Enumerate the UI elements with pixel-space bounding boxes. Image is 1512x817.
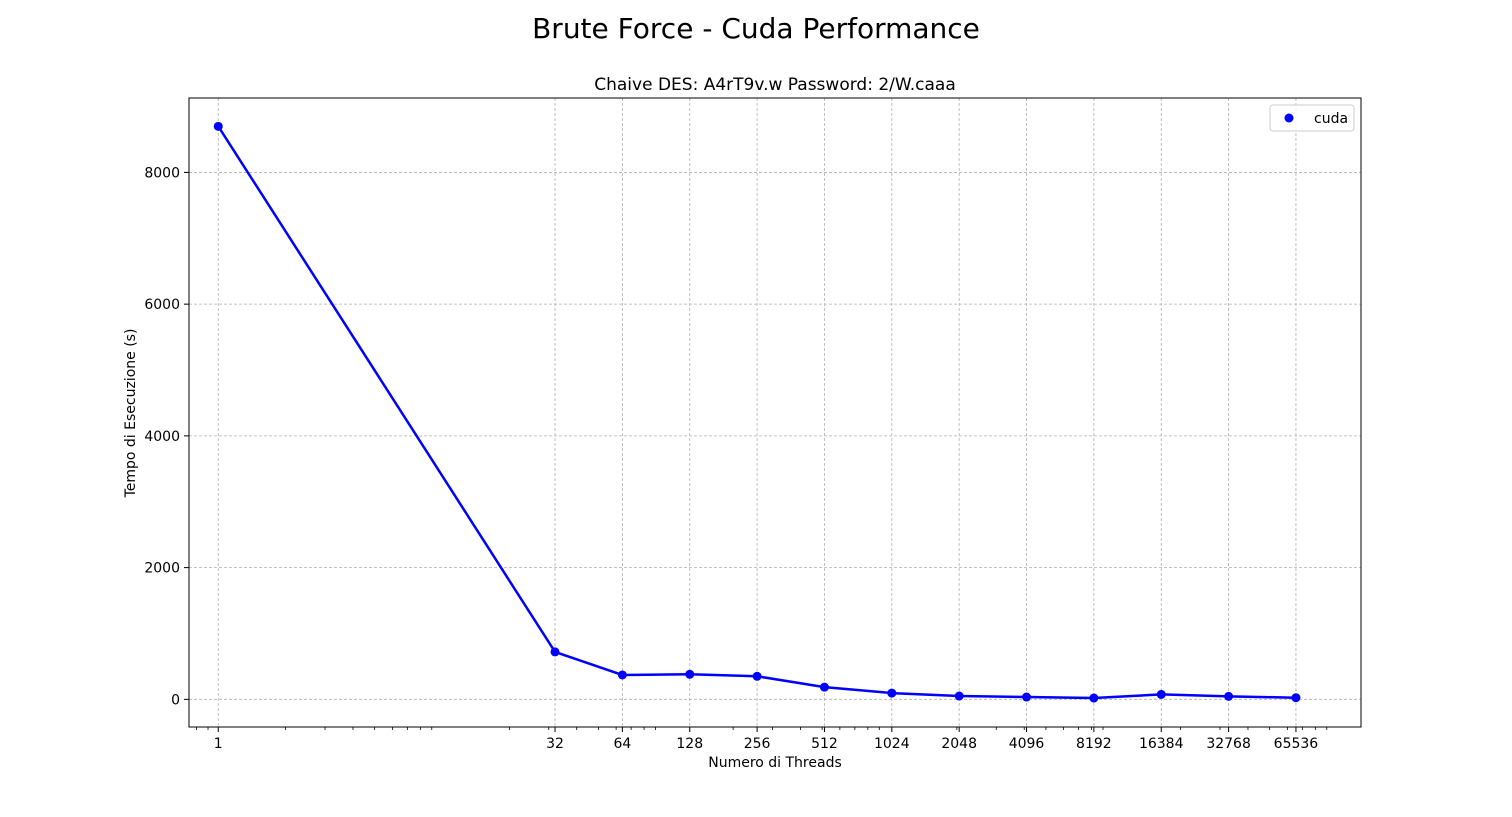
plot-frame xyxy=(188,97,1362,728)
legend-label: cuda xyxy=(1314,111,1348,127)
x-tick-label: 32768 xyxy=(1206,736,1251,752)
ticks-layer: 1 32 64 128 256 512 1024 2048 4096 8192 16384 32768… xyxy=(144,165,1328,752)
data-point xyxy=(617,670,627,680)
data-point xyxy=(887,688,897,698)
grid-layer xyxy=(189,98,1361,727)
x-tick-label: 2048 xyxy=(941,736,977,752)
chart-suptitle: Brute Force - Cuda Performance xyxy=(532,12,980,45)
y-tick-label: 8000 xyxy=(144,165,180,181)
y-axis-label: Tempo di Esecuzione (s) xyxy=(123,329,139,499)
legend-marker xyxy=(1284,113,1294,123)
data-point xyxy=(752,671,762,681)
data-point xyxy=(213,121,223,131)
data-point xyxy=(1089,693,1099,703)
y-tick-label: 4000 xyxy=(144,429,180,445)
data-point xyxy=(819,682,829,692)
legend: cuda xyxy=(1269,104,1355,132)
x-tick-label: 512 xyxy=(811,736,838,752)
data-point xyxy=(1224,691,1234,701)
y-tick-label: 2000 xyxy=(144,561,180,577)
chart-title: Chaive DES: A4rT9v.w Password: 2/W.caaa xyxy=(594,75,956,95)
y-tick-label: 0 xyxy=(171,692,180,708)
x-tick-label: 1 xyxy=(214,736,223,752)
data-point xyxy=(685,669,695,679)
data-point xyxy=(1156,689,1166,699)
x-tick-label: 16384 xyxy=(1139,736,1184,752)
data-point xyxy=(550,647,560,657)
x-axis-label: Numero di Threads xyxy=(708,755,842,771)
data-point xyxy=(1022,692,1032,702)
x-tick-label: 32 xyxy=(546,736,564,752)
x-tick-label: 65536 xyxy=(1274,736,1319,752)
x-tick-label: 256 xyxy=(744,736,771,752)
y-tick-label: 6000 xyxy=(144,297,180,313)
x-tick-label: 128 xyxy=(676,736,703,752)
x-tick-label: 64 xyxy=(613,736,631,752)
series-line-cuda xyxy=(217,125,1296,700)
x-tick-label: 4096 xyxy=(1009,736,1045,752)
x-tick-label: 8192 xyxy=(1076,736,1112,752)
legend-box xyxy=(1269,104,1355,132)
data-point xyxy=(1291,693,1301,703)
data-point xyxy=(954,691,964,701)
x-tick-label: 1024 xyxy=(874,736,910,752)
series-layer xyxy=(213,121,1301,703)
